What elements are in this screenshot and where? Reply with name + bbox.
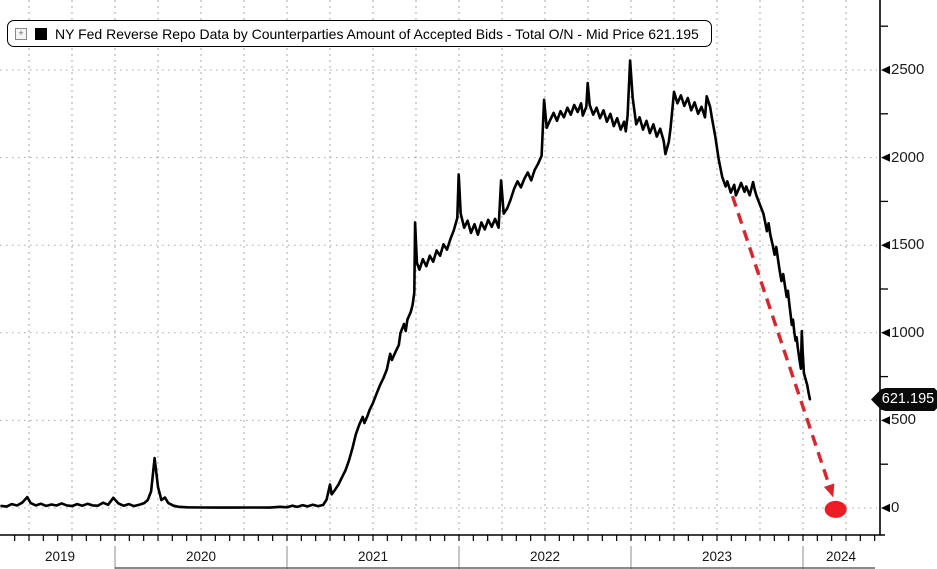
y-axis-label: 1000 xyxy=(891,323,925,341)
projection-endpoint-dot xyxy=(824,500,847,518)
x-axis-label: 2024 xyxy=(825,549,857,564)
series-line xyxy=(0,59,812,509)
last-price-tag: 621.195 xyxy=(871,388,937,411)
y-axis-label: 1500 xyxy=(891,236,925,254)
y-axis-label: 500 xyxy=(891,411,917,429)
y-major-tick-arrow xyxy=(881,503,890,513)
x-axis-label: 2019 xyxy=(44,549,76,564)
x-axis-label: 2021 xyxy=(357,549,389,564)
y-axis-label: 2500 xyxy=(891,61,925,78)
y-major-tick-arrow xyxy=(881,241,890,250)
series-swatch-icon xyxy=(35,27,47,40)
expand-icon[interactable]: + xyxy=(15,27,27,40)
y-major-tick-arrow xyxy=(881,153,890,162)
y-major-tick-arrow xyxy=(881,328,890,337)
x-axis-label: 2023 xyxy=(701,549,733,564)
y-major-tick-arrow xyxy=(881,416,890,425)
projection-arrowhead-icon xyxy=(823,483,835,498)
x-axis-label: 2020 xyxy=(185,549,217,564)
last-price-value: 621.195 xyxy=(881,391,935,407)
legend[interactable]: + NY Fed Reverse Repo Data by Counterpar… xyxy=(7,20,712,47)
series-label: NY Fed Reverse Repo Data by Counterparti… xyxy=(55,25,699,42)
y-major-tick-arrow xyxy=(881,65,890,75)
x-axis-label: 2022 xyxy=(529,549,561,564)
y-axis-label: 0 xyxy=(891,499,900,516)
y-axis-label: 2000 xyxy=(891,148,925,166)
projection-dashed-line xyxy=(730,195,833,493)
